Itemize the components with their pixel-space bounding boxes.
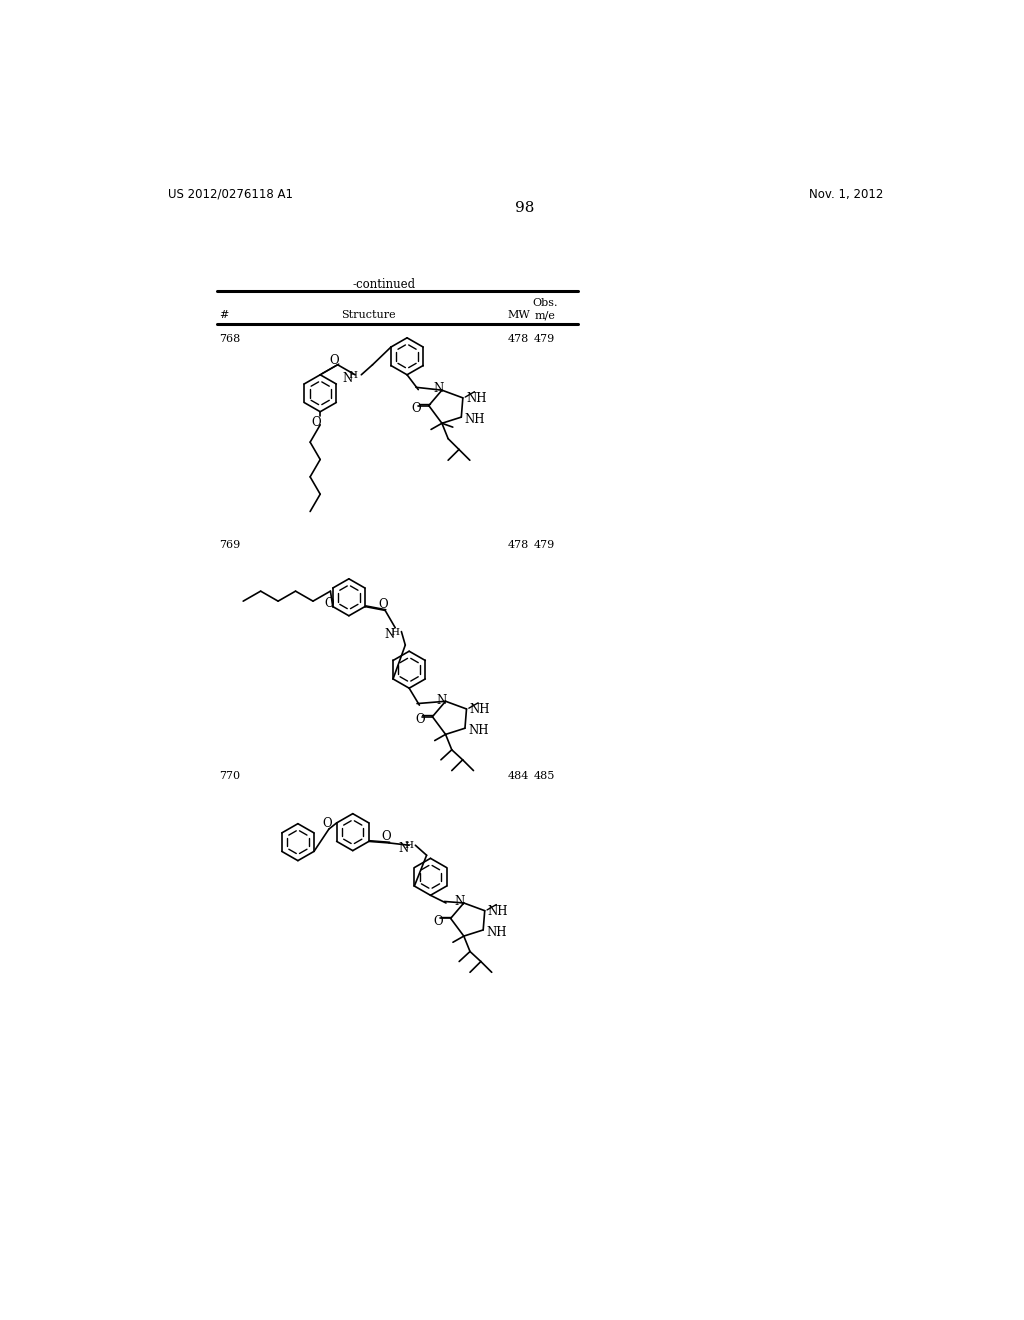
Text: O: O	[381, 830, 391, 843]
Text: O: O	[379, 598, 388, 611]
Text: O: O	[330, 354, 339, 367]
Text: NH: NH	[470, 702, 490, 715]
Text: NH: NH	[486, 927, 507, 939]
Text: NH: NH	[465, 413, 485, 426]
Text: 98: 98	[515, 201, 535, 215]
Text: 478: 478	[508, 334, 529, 345]
Text: 484: 484	[508, 771, 529, 780]
Text: Obs.: Obs.	[532, 298, 558, 308]
Text: N: N	[398, 842, 409, 855]
Text: NH: NH	[487, 904, 508, 917]
Text: -continued: -continued	[352, 277, 416, 290]
Text: O: O	[311, 416, 322, 429]
Text: Structure: Structure	[341, 310, 395, 319]
Text: 478: 478	[508, 540, 529, 549]
Text: N: N	[455, 895, 465, 908]
Text: 479: 479	[535, 540, 555, 549]
Text: N: N	[343, 372, 353, 384]
Text: 485: 485	[535, 771, 555, 780]
Text: 769: 769	[219, 540, 240, 549]
Text: 770: 770	[219, 771, 240, 780]
Text: O: O	[433, 915, 443, 928]
Text: H: H	[349, 371, 358, 380]
Text: MW: MW	[508, 310, 530, 319]
Text: Nov. 1, 2012: Nov. 1, 2012	[809, 187, 884, 201]
Text: H: H	[404, 841, 414, 850]
Text: N: N	[436, 693, 446, 706]
Text: US 2012/0276118 A1: US 2012/0276118 A1	[168, 187, 293, 201]
Text: O: O	[323, 817, 332, 830]
Text: N: N	[433, 383, 443, 396]
Text: m/e: m/e	[535, 310, 555, 319]
Text: 768: 768	[219, 334, 240, 345]
Text: O: O	[324, 597, 334, 610]
Text: N: N	[384, 628, 394, 642]
Text: O: O	[416, 713, 425, 726]
Text: H: H	[390, 628, 399, 636]
Text: O: O	[412, 401, 421, 414]
Text: NH: NH	[468, 725, 488, 738]
Text: #: #	[219, 310, 228, 319]
Text: 479: 479	[535, 334, 555, 345]
Text: NH: NH	[466, 392, 486, 405]
